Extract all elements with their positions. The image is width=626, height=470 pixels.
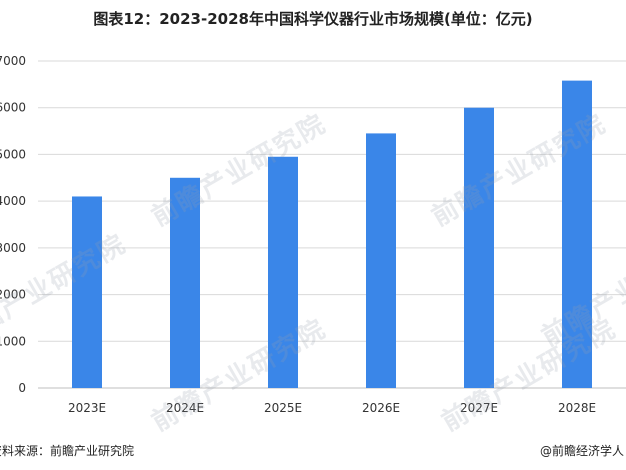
x-tick-label: 2025E (264, 401, 302, 415)
y-tick-label: 2000 (0, 288, 26, 302)
bar (170, 177, 200, 388)
x-tick-label: 2028E (558, 401, 596, 415)
chart-title: 图表12：2023-2028年中国科学仪器行业市场规模(单位：亿元) (93, 10, 533, 28)
bar (562, 80, 592, 389)
y-tick-label: 6000 (0, 101, 26, 115)
bar (268, 156, 298, 388)
bar (464, 107, 494, 388)
x-tick-label: 2023E (68, 401, 106, 415)
publisher-credit: @前瞻经济学人 (539, 444, 624, 458)
y-tick-label: 0 (18, 381, 26, 395)
y-tick-label: 3000 (0, 241, 26, 255)
y-tick-label: 7000 (0, 54, 26, 68)
y-tick-label: 5000 (0, 147, 26, 161)
bar (366, 133, 396, 388)
y-tick-label: 4000 (0, 194, 26, 208)
x-tick-label: 2026E (362, 401, 400, 415)
source-note: 资料来源：前瞻产业研究院 (0, 444, 135, 458)
y-tick-label: 1000 (0, 334, 26, 348)
x-tick-label: 2027E (460, 401, 498, 415)
bar (72, 196, 102, 388)
x-tick-label: 2024E (166, 401, 204, 415)
